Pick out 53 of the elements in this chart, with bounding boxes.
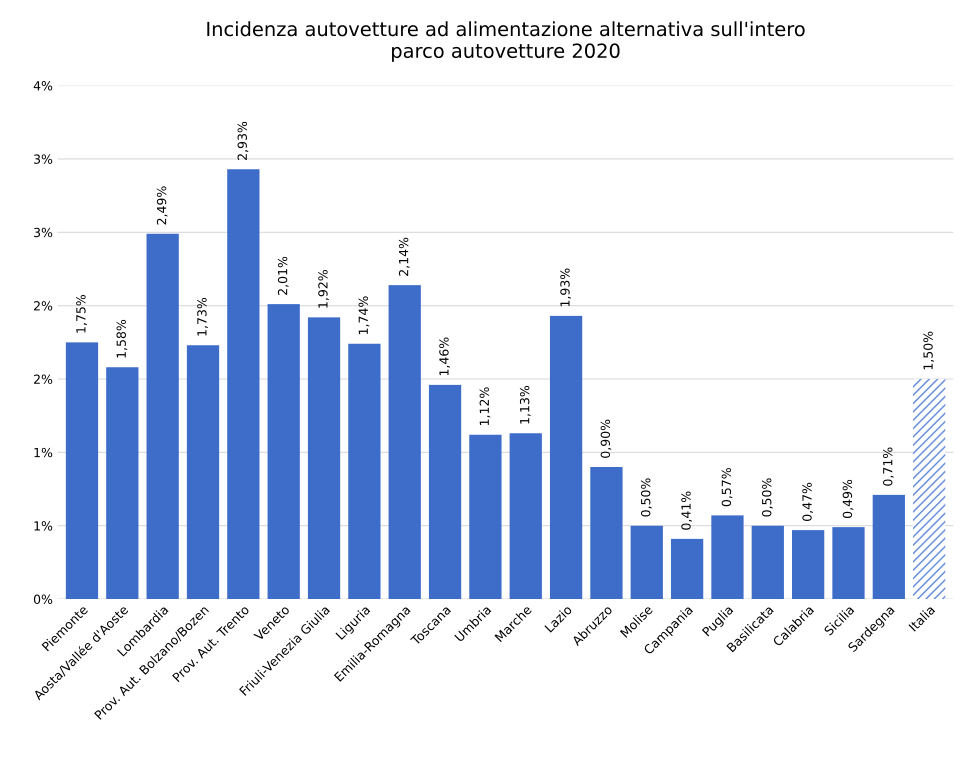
bar (308, 317, 340, 600)
data-label: 0,47% (802, 482, 814, 521)
data-label: 1,73% (197, 298, 208, 336)
data-label: 2,49% (156, 186, 168, 225)
bar (550, 316, 582, 600)
bar (186, 345, 220, 600)
data-label: 1,58% (116, 320, 128, 358)
bar (872, 494, 905, 600)
bar (630, 526, 663, 600)
data-label: 2,14% (398, 238, 410, 276)
data-label: 0,57% (722, 468, 732, 506)
bar (590, 467, 623, 600)
bar (792, 530, 824, 600)
data-label: 1,13% (520, 386, 531, 424)
bar (752, 526, 784, 600)
data-label: 2,93% (238, 122, 248, 160)
bar (348, 344, 381, 600)
data-label: 1,12% (480, 387, 490, 426)
y-tick-label: 4% (34, 81, 52, 91)
data-label: 0,50% (762, 478, 773, 517)
data-label: 1,46% (439, 338, 450, 376)
y-tick-label: 3% (34, 154, 52, 164)
bar (469, 434, 502, 600)
data-label: 1,93% (560, 268, 571, 306)
bar (66, 342, 98, 600)
bar (913, 378, 946, 600)
data-label: 1,75% (76, 294, 87, 333)
bar (711, 515, 744, 600)
data-label: 1,92% (318, 270, 329, 308)
y-tick-label: 1% (34, 521, 52, 531)
bar (670, 538, 704, 600)
data-label: 0,90% (600, 420, 612, 458)
y-tick-label: 2% (34, 301, 52, 311)
data-label: 0,49% (842, 480, 854, 518)
bar (268, 304, 300, 600)
bar (227, 169, 260, 600)
bar (106, 367, 138, 600)
bar (388, 285, 421, 600)
y-tick-label: 1% (34, 448, 52, 458)
data-label: 1,74% (358, 296, 370, 334)
data-label: 0,71% (882, 448, 894, 486)
chart-title: Incidenza autovetture ad alimentazione alternativa sull'intero parco autovetture 2020 (207, 21, 805, 62)
bar (146, 234, 179, 600)
y-tick-label: 3% (34, 228, 52, 238)
y-tick-label: 2% (34, 374, 52, 384)
data-label: 2,01% (278, 256, 289, 295)
bar (428, 384, 462, 600)
data-label: 1,50% (923, 332, 934, 370)
bar (510, 433, 542, 600)
y-tick-label: 0% (34, 594, 52, 604)
data-label: 0,41% (681, 492, 692, 530)
data-label: 0,50% (640, 478, 652, 517)
bar (832, 527, 865, 600)
